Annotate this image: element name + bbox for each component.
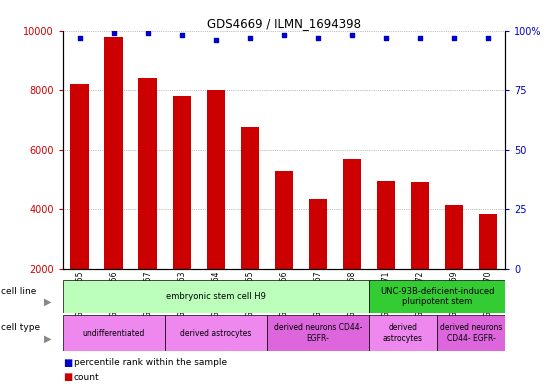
Point — [75, 35, 84, 41]
Text: undifferentiated: undifferentiated — [82, 329, 145, 338]
Bar — [369, 280, 505, 313]
Bar — [70, 84, 89, 328]
Text: cell line: cell line — [1, 287, 36, 296]
Point — [484, 35, 492, 41]
Text: ■: ■ — [63, 358, 72, 368]
Bar — [377, 181, 395, 328]
Text: UNC-93B-deficient-induced
pluripotent stem: UNC-93B-deficient-induced pluripotent st… — [380, 287, 494, 306]
Text: derived
astrocytes: derived astrocytes — [383, 323, 423, 343]
Bar — [104, 37, 123, 328]
Point — [211, 37, 220, 43]
Text: ▶: ▶ — [44, 334, 52, 344]
Text: derived astrocytes: derived astrocytes — [180, 329, 252, 338]
Bar — [479, 214, 497, 328]
Text: count: count — [74, 372, 99, 382]
Bar — [437, 315, 505, 351]
Bar — [63, 315, 165, 351]
Bar — [206, 90, 225, 328]
Bar — [173, 96, 191, 328]
Point — [246, 35, 254, 41]
Text: embryonic stem cell H9: embryonic stem cell H9 — [166, 292, 266, 301]
Point — [144, 30, 152, 36]
Point — [382, 35, 390, 41]
Bar — [342, 159, 361, 328]
Point — [109, 30, 118, 36]
Bar — [275, 170, 293, 328]
Bar — [411, 182, 429, 328]
Text: ▶: ▶ — [44, 296, 52, 306]
Text: ■: ■ — [63, 372, 72, 382]
Title: GDS4669 / ILMN_1694398: GDS4669 / ILMN_1694398 — [207, 17, 361, 30]
Bar — [139, 78, 157, 328]
Text: derived neurons CD44-
EGFR-: derived neurons CD44- EGFR- — [274, 323, 362, 343]
Bar — [369, 315, 437, 351]
Point — [313, 35, 322, 41]
Point — [177, 32, 186, 38]
Bar — [165, 315, 267, 351]
Point — [348, 32, 357, 38]
Point — [280, 32, 288, 38]
Text: derived neurons
CD44- EGFR-: derived neurons CD44- EGFR- — [440, 323, 502, 343]
Text: cell type: cell type — [1, 323, 40, 332]
Point — [450, 35, 459, 41]
Point — [416, 35, 424, 41]
Bar — [267, 315, 369, 351]
Bar — [241, 127, 259, 328]
Bar — [308, 199, 327, 328]
Bar — [63, 280, 369, 313]
Bar — [444, 205, 464, 328]
Text: percentile rank within the sample: percentile rank within the sample — [74, 358, 227, 367]
